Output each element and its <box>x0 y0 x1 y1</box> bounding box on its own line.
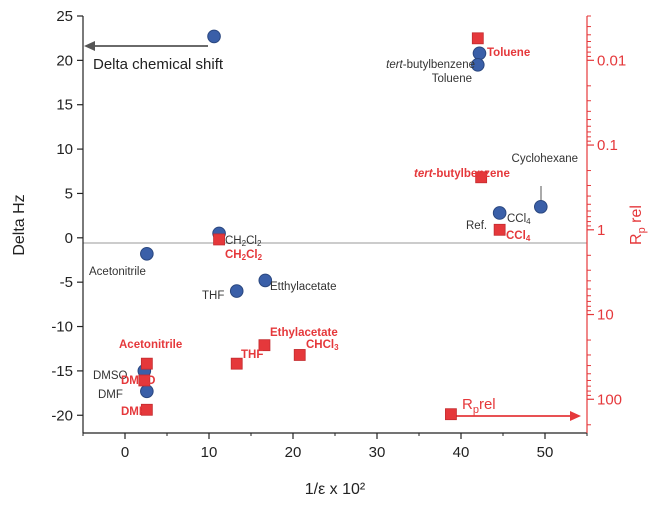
delta-point <box>535 200 548 213</box>
y-axis-title: Delta Hz <box>11 194 28 255</box>
ann-chcl3-red: CHCl3 <box>306 339 339 352</box>
ann-cyclohexane: Cyclohexane <box>512 153 578 165</box>
x-tick-label: 50 <box>537 444 554 461</box>
rp-legend-label: Rprel <box>462 396 496 416</box>
y-tick-label: -20 <box>51 407 73 424</box>
ann-ccl4-red: CCl4 <box>506 230 531 243</box>
delta-legend-label: Delta chemical shift <box>93 56 224 73</box>
ann-ccl4-red-sub: 4 <box>526 234 531 243</box>
x-axis-ticks: 0 10 20 30 40 50 <box>83 433 587 461</box>
x-tick-label: 30 <box>369 444 386 461</box>
x-tick-label: 0 <box>121 444 129 461</box>
delta-point <box>473 47 486 60</box>
y-tick-label: -5 <box>60 274 73 291</box>
x-tick-label: 40 <box>453 444 470 461</box>
ann-ccl4-blue-sub: 4 <box>526 217 531 226</box>
ann-ref: Ref. <box>466 220 487 232</box>
rp-legend-marker <box>445 409 456 420</box>
rp-legend-main: R <box>462 396 473 413</box>
y-tick-label: 15 <box>56 97 73 114</box>
delta-point <box>493 207 506 220</box>
ann-chcl3-red-main: CHCl <box>306 339 334 351</box>
right-axis-title-main: R <box>628 233 645 245</box>
rp-legend-rest: rel <box>479 396 496 413</box>
rp-point <box>141 358 152 369</box>
ann-toluene-blue: Toluene <box>432 73 472 85</box>
ann-tert-red-italic: tert <box>414 168 434 180</box>
ann-ch2cl2-blue-d: 2 <box>257 239 262 248</box>
ann-ch2cl2-red: CH2Cl2 <box>225 249 263 262</box>
ann-ch2cl2-blue-c: Cl <box>246 235 257 247</box>
ann-ccl4-red-main: CCl <box>506 230 526 242</box>
ann-tert-red-rest: -butylbenzene <box>433 168 510 180</box>
ann-dmf-red: DMF <box>121 406 146 418</box>
rp-point <box>494 224 505 235</box>
delta-legend-arrowhead <box>84 41 95 51</box>
ann-ch2cl2-blue-a: CH <box>225 235 242 247</box>
ann-ch2cl2-red-d: 2 <box>258 253 263 262</box>
ann-tert-blue: tert-butylbenzene <box>386 59 475 71</box>
y-tick-label: -15 <box>51 363 73 380</box>
rp-point <box>214 234 225 245</box>
delta-point <box>141 247 154 260</box>
x-tick-label: 20 <box>285 444 302 461</box>
delta-point <box>230 285 243 298</box>
right-axis-title-rest: rel <box>628 205 645 227</box>
right-axis-ticks: 0.01 0.1 1 10 100 <box>587 16 626 425</box>
ann-acetonitrile-red: Acetonitrile <box>119 339 182 351</box>
ann-chcl3-red-sub: 3 <box>334 343 339 352</box>
ann-ch2cl2-red-c: Cl <box>246 249 258 261</box>
y-tick-label: 0 <box>65 230 73 247</box>
ann-thf-red: THF <box>241 349 263 361</box>
ann-tert-red: tert-butylbenzene <box>414 168 510 180</box>
ann-dmso-red: DMSO <box>121 375 156 387</box>
right-tick-label: 100 <box>597 391 622 408</box>
ann-ethylacetate-red: Ethylacetate <box>270 327 338 339</box>
ann-dmf-blue: DMF <box>98 389 123 401</box>
y-tick-label: 25 <box>56 8 73 25</box>
y-axis-ticks: 25 20 15 10 5 0 -5 -10 -15 -20 <box>51 8 83 424</box>
ann-ch2cl2-red-a: CH <box>225 249 242 261</box>
ann-ccl4-blue-main: CCl <box>507 213 526 225</box>
x-tick-label: 10 <box>201 444 218 461</box>
ann-thf-blue: THF <box>202 290 224 302</box>
right-tick-label: 10 <box>597 307 614 324</box>
delta-legend-marker <box>208 30 221 43</box>
right-tick-label: 0.1 <box>597 137 618 154</box>
y-tick-label: -10 <box>51 319 73 336</box>
right-axis-title: Rp rel <box>628 205 648 245</box>
x-axis-title: 1/ε x 10² <box>305 481 366 498</box>
ann-tert-blue-italic: tert <box>386 59 403 71</box>
rp-legend-arrowhead <box>570 411 581 421</box>
ann-acetonitrile-blue: Acetonitrile <box>89 266 146 278</box>
right-tick-label: 0.01 <box>597 52 626 69</box>
rp-point <box>472 33 483 44</box>
y-tick-label: 20 <box>56 52 73 69</box>
y-tick-label: 5 <box>65 185 73 202</box>
right-tick-label: 1 <box>597 222 605 239</box>
y-tick-label: 10 <box>56 141 73 158</box>
ann-etthylacetate: Etthylacetate <box>270 281 336 293</box>
ann-ccl4-blue: CCl4 <box>507 213 531 226</box>
ann-tert-blue-rest: -butylbenzene <box>403 59 475 71</box>
ann-toluene-red: Toluene <box>487 47 530 59</box>
rp-point <box>294 349 305 360</box>
ann-ch2cl2-blue: CH2Cl2 <box>225 235 262 248</box>
